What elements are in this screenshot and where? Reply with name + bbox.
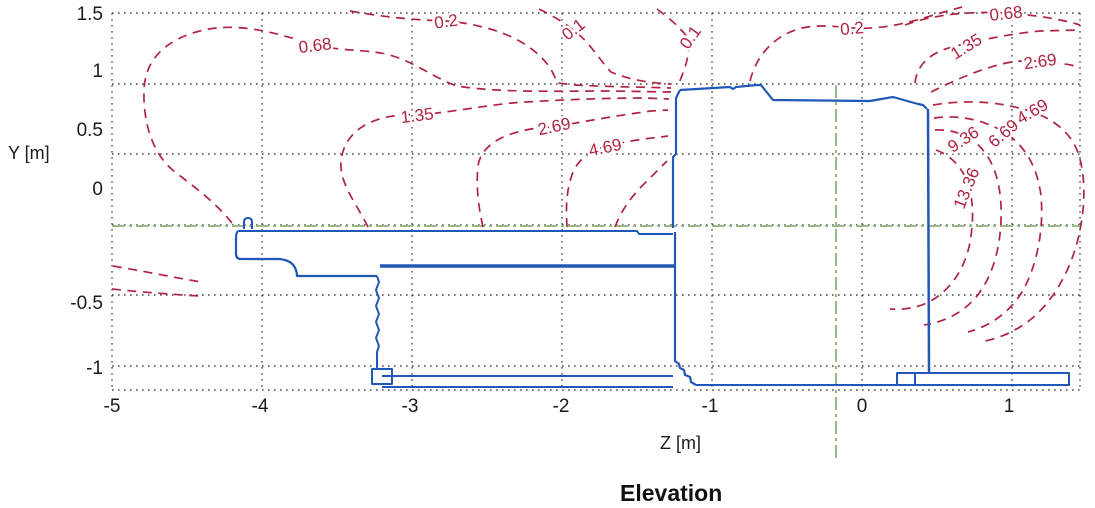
machine-outline-scanner-front <box>671 89 681 228</box>
contour-label: 0.68 <box>297 34 332 57</box>
machine-outline-table-left-under <box>234 230 377 278</box>
contour-line-0.68 <box>904 11 1081 26</box>
contour-line-1.35 <box>914 29 1081 84</box>
machine-outline-pedestal <box>896 372 1070 386</box>
contour-line-0.1 <box>538 8 672 85</box>
y-tick-label: -1 <box>86 358 103 379</box>
y-tick-label: 1 <box>92 61 103 82</box>
x-tick-label: 1 <box>1004 396 1015 417</box>
contour-line-2.69 <box>930 59 1081 93</box>
machine-outline-table-leg <box>375 275 380 369</box>
x-tick-label: -4 <box>252 396 269 417</box>
contour-label: 0.1 <box>676 22 705 52</box>
x-tick-label: 0 <box>857 396 868 417</box>
figure-title: Elevation <box>620 480 723 506</box>
machine-outline-scanner-rear <box>926 108 931 373</box>
contour-line-9.36 <box>614 160 668 228</box>
contour-line-0.68 <box>112 265 202 283</box>
y-tick-label: 0 <box>92 179 103 200</box>
contour-line-2.69 <box>476 109 669 228</box>
contour-label: 2.69 <box>1022 50 1057 73</box>
y-tick-label: 0.5 <box>77 120 103 141</box>
contour-label: 0.2 <box>433 11 459 33</box>
contour-label: 0.68 <box>989 2 1024 24</box>
y-tick-label: -0.5 <box>70 293 103 314</box>
contour-label: 4.69 <box>587 135 623 160</box>
y-tick-label: 1.5 <box>77 4 103 25</box>
contour-label: 4.69 <box>1013 95 1051 128</box>
contour-line-0.68 <box>143 26 672 224</box>
machine-outline-scanner-front-low <box>673 232 697 386</box>
x-tick-label: -1 <box>702 396 719 417</box>
contour-line-13.36 <box>889 149 974 311</box>
contour-label: 1.35 <box>947 30 985 64</box>
contour-line-9.36 <box>923 129 1002 326</box>
machine-outline-table-top <box>238 230 673 235</box>
contour-line-4.69 <box>565 135 669 228</box>
contour-label: 13.36 <box>950 165 984 212</box>
contour-label: 1.35 <box>399 104 434 127</box>
x-tick-label: -5 <box>104 396 121 417</box>
machine-outline-table-foot <box>371 368 393 385</box>
y-axis-title: Y [m] <box>8 143 50 163</box>
machine-outline-table-knob <box>243 217 253 229</box>
contour-line-1.35 <box>111 288 200 297</box>
x-tick-label: -2 <box>553 396 570 417</box>
contour-line-1.35 <box>340 97 670 228</box>
x-tick-label: -3 <box>402 396 419 417</box>
machine-outline-scanner-top <box>679 83 928 110</box>
contour-label: 0.2 <box>839 18 864 39</box>
contour-line-4.69 <box>932 101 1085 342</box>
contour-label: 9.36 <box>944 123 982 157</box>
contour-line-6.69 <box>933 116 1043 333</box>
contour-label: 6.69 <box>985 116 1023 152</box>
x-axis-title: Z [m] <box>660 433 701 453</box>
contour-label: 2.69 <box>536 114 572 139</box>
contour-line-0.2 <box>349 10 672 89</box>
contour-line-0.2 <box>749 6 963 82</box>
